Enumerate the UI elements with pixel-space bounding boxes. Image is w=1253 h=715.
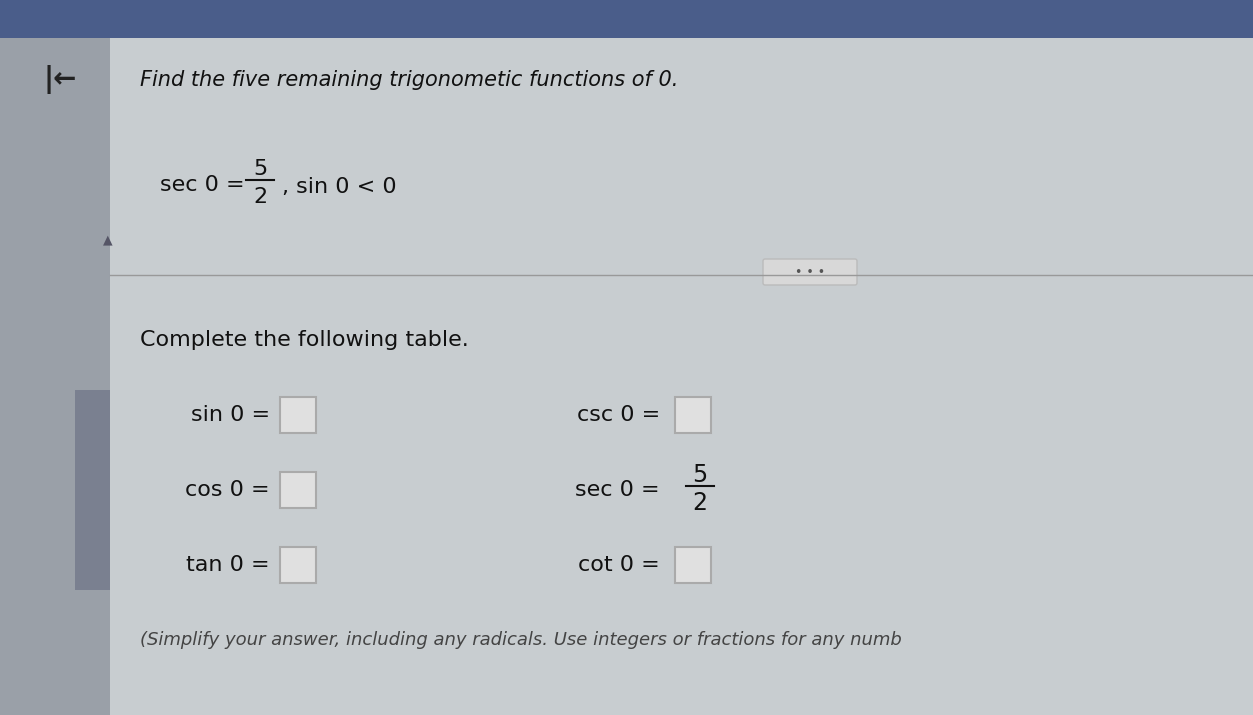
Text: ▲: ▲ xyxy=(103,234,113,247)
Text: tan 0 =: tan 0 = xyxy=(187,555,269,575)
FancyBboxPatch shape xyxy=(675,547,710,583)
Text: 2: 2 xyxy=(253,187,267,207)
Text: cos 0 =: cos 0 = xyxy=(185,480,269,500)
Text: • • •: • • • xyxy=(794,265,824,279)
Text: (Simplify your answer, including any radicals. Use integers or fractions for any: (Simplify your answer, including any rad… xyxy=(140,631,902,649)
FancyBboxPatch shape xyxy=(279,547,316,583)
Text: sec 0 =: sec 0 = xyxy=(575,480,660,500)
Text: 5: 5 xyxy=(253,159,267,179)
FancyBboxPatch shape xyxy=(763,259,857,285)
FancyBboxPatch shape xyxy=(279,472,316,508)
Text: |←: |← xyxy=(44,66,76,94)
Text: csc 0 =: csc 0 = xyxy=(576,405,660,425)
FancyBboxPatch shape xyxy=(675,397,710,433)
Text: sin 0 =: sin 0 = xyxy=(190,405,269,425)
Text: , sin 0 < 0: , sin 0 < 0 xyxy=(282,177,397,197)
Text: cot 0 =: cot 0 = xyxy=(578,555,660,575)
Text: 5: 5 xyxy=(693,463,708,487)
FancyBboxPatch shape xyxy=(279,397,316,433)
Text: 2: 2 xyxy=(693,491,708,515)
Bar xyxy=(0,0,1253,38)
Text: Complete the following table.: Complete the following table. xyxy=(140,330,469,350)
Bar xyxy=(75,390,110,590)
Text: Find the five remaining trigonometic functions of 0.: Find the five remaining trigonometic fun… xyxy=(140,70,678,90)
Bar xyxy=(0,38,110,715)
Text: sec 0 =: sec 0 = xyxy=(160,175,252,195)
